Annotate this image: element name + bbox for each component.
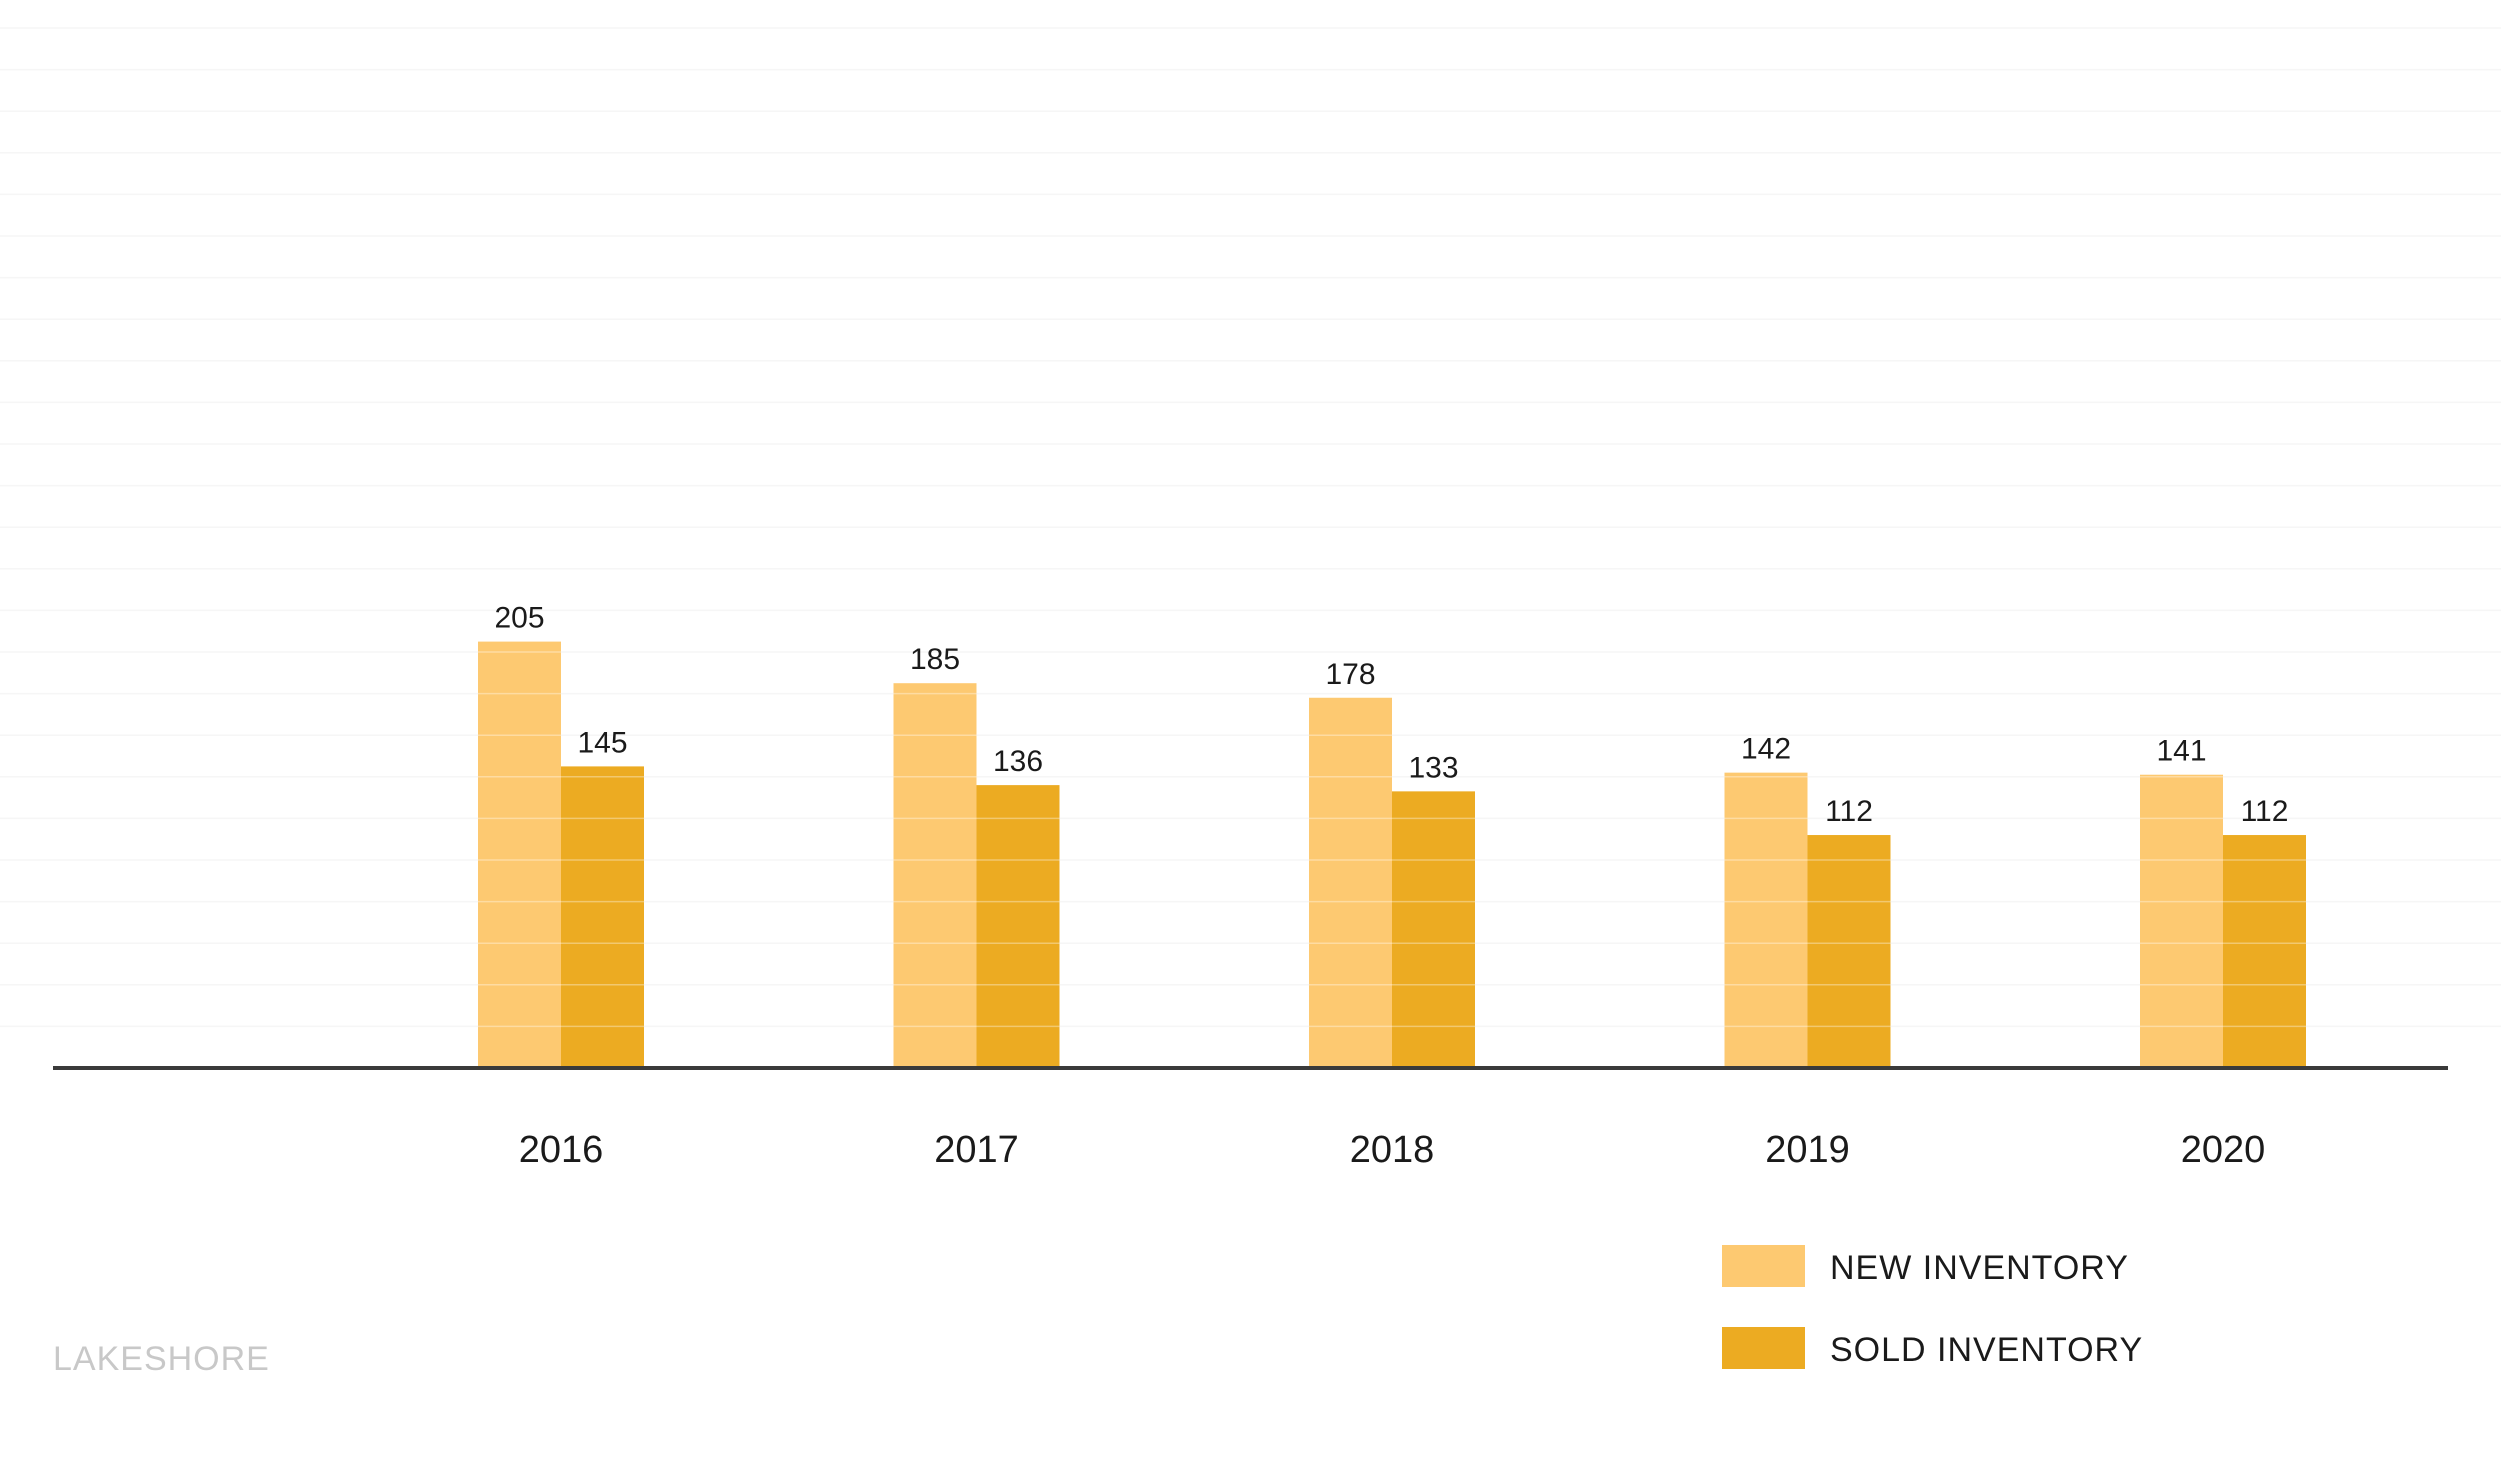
legend-label: NEW INVENTORY (1830, 1249, 2129, 1287)
data-label: 178 (1325, 658, 1375, 691)
value-labels: 205 145 185 136 178 133 142 112 141 112 (494, 602, 2288, 828)
data-label: 141 (2156, 735, 2206, 768)
x-tick-label: 2016 (519, 1129, 604, 1171)
grid-lines (0, 27, 2501, 1028)
x-axis-ticks: 2016 2017 2018 2019 2020 (519, 1129, 2266, 1171)
bar-new-inventory-2020 (2140, 774, 2223, 1068)
legend-swatch (1722, 1327, 1805, 1369)
data-label: 205 (494, 602, 544, 635)
legend: NEW INVENTORY SOLD INVENTORY (1722, 1245, 2143, 1369)
bar-new-inventory-2017 (893, 683, 977, 1068)
bar-sold-inventory-2018 (1392, 791, 1475, 1068)
data-label: 142 (1741, 733, 1791, 766)
x-tick-label: 2020 (2181, 1129, 2266, 1171)
x-tick-label: 2018 (1350, 1129, 1435, 1171)
data-label: 112 (2241, 795, 2289, 828)
brand-watermark: LAKESHORE (53, 1340, 270, 1378)
data-label: 136 (993, 745, 1043, 778)
bar-sold-inventory-2020 (2223, 835, 2306, 1068)
bars (0, 27, 2501, 1068)
legend-label: SOLD INVENTORY (1830, 1331, 2143, 1369)
bar-new-inventory-2016 (478, 641, 561, 1068)
bar-sold-inventory-2019 (1807, 835, 1891, 1068)
data-label: 185 (910, 643, 960, 676)
x-tick-label: 2017 (934, 1129, 1019, 1171)
data-label: 145 (577, 726, 627, 759)
x-tick-label: 2019 (1765, 1129, 1850, 1171)
data-label: 112 (1825, 795, 1873, 828)
data-label: 133 (1408, 751, 1458, 784)
bar-new-inventory-2019 (1724, 772, 1808, 1068)
bar-new-inventory-2018 (1309, 697, 1392, 1068)
bar-sold-inventory-2017 (976, 785, 1060, 1068)
legend-swatch (1722, 1245, 1805, 1287)
bar-sold-inventory-2016 (561, 766, 644, 1068)
